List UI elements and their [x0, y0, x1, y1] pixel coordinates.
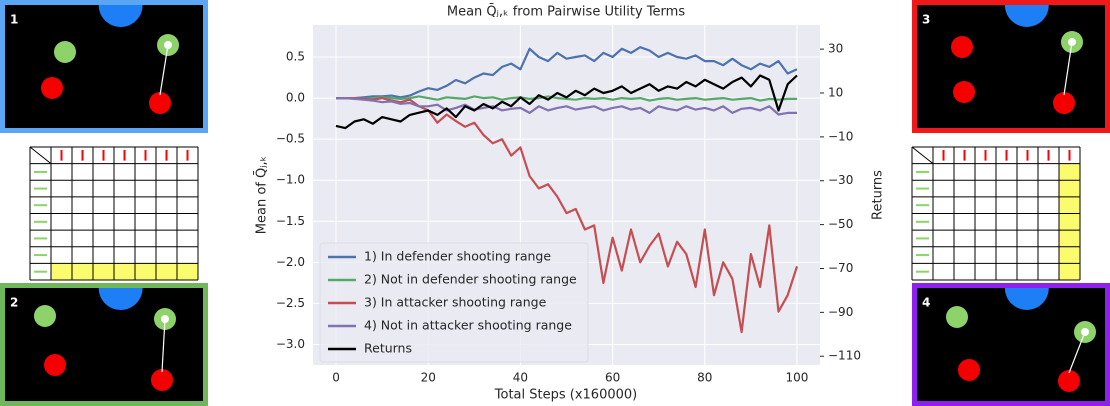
y2-tick-label: −30: [828, 173, 853, 187]
series-line: [336, 46, 798, 100]
y2-tick-label: 10: [828, 86, 843, 100]
agent: [54, 41, 76, 63]
panel-label: 3: [922, 13, 930, 27]
legend-label: 2) Not in defender shooting range: [364, 272, 577, 287]
agent: [953, 81, 975, 103]
aim-line: [1063, 41, 1073, 96]
agent: [151, 369, 173, 391]
y2-tick-label: −70: [828, 261, 853, 275]
x-tick-label: 80: [697, 371, 712, 385]
y-tick-label: 0.0: [286, 91, 305, 105]
agent: [41, 77, 63, 99]
agent: [958, 359, 980, 381]
y-tick-label: −1.0: [276, 173, 305, 187]
y-tick-label: −2.5: [276, 296, 305, 310]
series-line: [336, 95, 797, 102]
legend-box: [319, 242, 589, 363]
chart-title: Mean Q̄ⱼ,ₖ from Pairwise Utility Terms: [447, 4, 685, 19]
series-line: [336, 97, 797, 116]
game-frame: [0, 283, 208, 406]
legend-label: 3) In attacker shooting range: [364, 295, 547, 310]
aim-line: [1068, 331, 1086, 374]
x-tick-label: 60: [605, 371, 620, 385]
legend-label: Returns: [364, 341, 412, 356]
x-tick-label: 100: [786, 371, 809, 385]
y2-tick-label: −10: [828, 129, 853, 143]
y2-tick-label: −90: [828, 305, 853, 319]
y2-axis-label: Returns: [871, 170, 886, 220]
goal: [1004, 288, 1049, 310]
y2-tick-label: −50: [828, 217, 853, 231]
aim-line: [159, 44, 169, 96]
game-frame: [0, 0, 208, 133]
y-tick-label: 0.5: [286, 50, 305, 64]
panel-label: 4: [922, 296, 930, 310]
agent: [34, 305, 56, 327]
x-tick-label: 40: [513, 371, 528, 385]
table-diagonal: [29, 146, 52, 165]
y-tick-label: −1.5: [276, 214, 305, 228]
agent: [44, 354, 66, 376]
series-line: [336, 97, 799, 334]
y-tick-label: −2.0: [276, 255, 305, 269]
y-axis-label: Mean of Q̄ⱼ,ₖ: [254, 156, 269, 234]
goal: [1004, 5, 1049, 27]
agent: [1058, 370, 1080, 392]
y-tick-label: −0.5: [276, 132, 305, 146]
x-axis-label: Total Steps (x160000): [494, 388, 637, 403]
x-tick-label: 0: [332, 371, 340, 385]
legend-label: 1) In defender shooting range: [364, 249, 551, 264]
highlight: [1059, 163, 1080, 280]
goal: [98, 5, 143, 27]
y-tick-label: −3.0: [276, 337, 305, 351]
goal: [98, 288, 143, 311]
table-diagonal: [911, 146, 934, 165]
aim-line: [161, 318, 166, 373]
y2-tick-label: 30: [828, 42, 843, 56]
agent: [951, 36, 973, 58]
panel-label: 2: [10, 296, 18, 310]
agent: [149, 92, 171, 114]
panel-label: 1: [10, 13, 18, 27]
series-line: [335, 74, 798, 130]
highlight: [51, 263, 198, 280]
y2-tick-label: −110: [828, 349, 861, 363]
x-tick-label: 20: [421, 371, 436, 385]
legend-label: 4) Not in attacker shooting range: [364, 318, 572, 333]
agent: [1053, 92, 1075, 114]
game-frame: [912, 0, 1110, 133]
agent: [946, 306, 968, 328]
